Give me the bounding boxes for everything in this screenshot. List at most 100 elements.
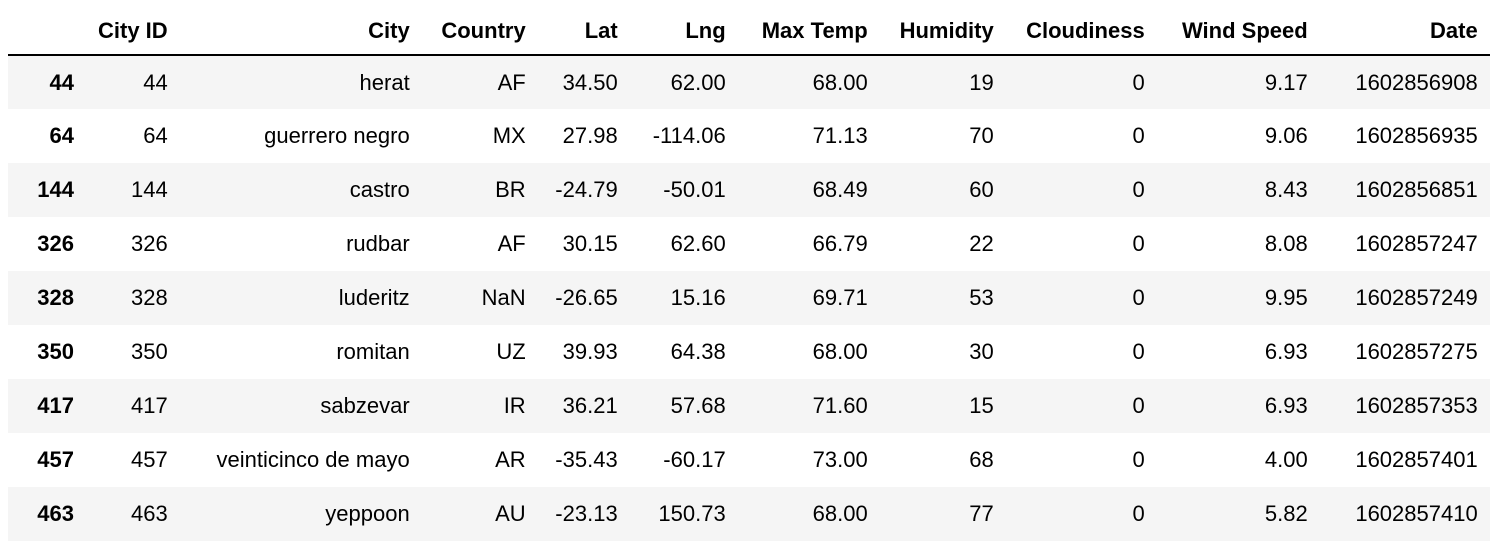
cell-wind-speed: 9.95 [1264, 285, 1308, 310]
cell-country: IR [503, 393, 526, 418]
cell-max-temp: 68.00 [812, 501, 868, 526]
cell-date: 1602856851 [1355, 177, 1478, 202]
cell-country: UZ [496, 339, 526, 364]
row-index: 350 [37, 339, 74, 364]
header-max-temp: Max Temp [737, 8, 880, 56]
header-city: City [179, 8, 422, 56]
cell-cloudiness: 0 [1132, 501, 1145, 526]
table-body: 44 44 herat AF 34.50 62.00 68.00 19 0 9.17 1602856… [8, 55, 1490, 541]
cell-humidity: 30 [969, 339, 994, 364]
cell-lng: 64.38 [670, 339, 726, 364]
cell-cloudiness: 0 [1132, 285, 1145, 310]
cell-lng: -60.17 [663, 447, 726, 472]
dataframe-table: City ID City Country Lat Lng Max Temp Hu… [8, 8, 1490, 541]
cell-max-temp: 66.79 [812, 231, 868, 256]
cell-cloudiness: 0 [1132, 393, 1145, 418]
table-header: City ID City Country Lat Lng Max Temp Hu… [8, 8, 1490, 56]
cell-country: AF [497, 231, 526, 256]
cell-lat: 27.98 [562, 123, 618, 148]
cell-date: 1602856935 [1355, 123, 1478, 148]
cell-date: 1602857247 [1355, 231, 1478, 256]
cell-cloudiness: 0 [1132, 447, 1145, 472]
cell-city-id: 44 [143, 69, 168, 95]
cell-date: 1602857401 [1355, 447, 1478, 472]
cell-city-id: 350 [130, 339, 168, 364]
cell-max-temp: 71.13 [812, 123, 868, 148]
cell-country: AU [495, 501, 526, 526]
header-cloudiness: Cloudiness [1005, 8, 1157, 56]
header-lng: Lng [629, 8, 738, 56]
table-row: 326 326 rudbar AF 30.15 62.60 66.79 22 0 8.08 1602… [8, 217, 1490, 271]
dataframe-container: City ID City Country Lat Lng Max Temp Hu… [8, 8, 1490, 541]
header-city-id: City ID [86, 8, 180, 56]
cell-city-id: 457 [130, 447, 168, 472]
cell-max-temp: 73.00 [812, 447, 868, 472]
cell-city: castro [349, 177, 410, 202]
row-index: 326 [37, 231, 74, 256]
cell-max-temp: 68.00 [812, 69, 868, 95]
cell-city: romitan [336, 339, 410, 364]
cell-wind-speed: 6.93 [1264, 393, 1308, 418]
cell-cloudiness: 0 [1132, 177, 1145, 202]
cell-wind-speed: 5.82 [1264, 501, 1308, 526]
cell-lat: -26.65 [555, 285, 618, 310]
cell-date: 1602857249 [1355, 285, 1478, 310]
cell-lng: -114.06 [652, 123, 726, 148]
cell-cloudiness: 0 [1132, 231, 1145, 256]
cell-city-id: 144 [130, 177, 168, 202]
table-row: 328 328 luderitz NaN -26.65 15.16 69.71 53 0 9.95… [8, 271, 1490, 325]
cell-lng: 62.60 [670, 231, 726, 256]
cell-city-id: 463 [130, 501, 168, 526]
cell-cloudiness: 0 [1132, 69, 1145, 95]
row-index: 457 [37, 447, 74, 472]
cell-city: luderitz [338, 285, 410, 310]
cell-city-id: 328 [130, 285, 168, 310]
cell-max-temp: 69.71 [812, 285, 868, 310]
cell-country: BR [495, 177, 526, 202]
cell-lat: -24.79 [555, 177, 618, 202]
cell-wind-speed: 9.17 [1264, 69, 1308, 95]
header-wind-speed: Wind Speed [1156, 8, 1320, 56]
cell-country: MX [492, 123, 526, 148]
cell-lat: 34.50 [562, 69, 618, 95]
header-lat: Lat [537, 8, 630, 56]
cell-lat: 39.93 [562, 339, 618, 364]
cell-country: AF [497, 69, 526, 95]
table-row: 144 144 castro BR -24.79 -50.01 68.49 60 0 8.43 16… [8, 163, 1490, 217]
table-row: 463 463 yeppoon AU -23.13 150.73 68.00 77 0 5.82 1… [8, 487, 1490, 541]
cell-country: AR [495, 447, 526, 472]
table-row: 417 417 sabzevar IR 36.21 57.68 71.60 15 0 6.93 16… [8, 379, 1490, 433]
row-index: 328 [37, 285, 74, 310]
row-index: 64 [49, 123, 74, 148]
header-index [8, 8, 86, 56]
cell-humidity: 19 [969, 69, 994, 95]
cell-city: sabzevar [320, 393, 410, 418]
table-row: 457 457 veinticinco de mayo AR -35.43 -60.17 7… [8, 433, 1490, 487]
header-humidity: Humidity [879, 8, 1006, 56]
cell-lat: 36.21 [562, 393, 618, 418]
cell-city-id: 417 [130, 393, 168, 418]
row-index: 463 [37, 501, 74, 526]
cell-country: NaN [481, 285, 526, 310]
table-row: 44 44 herat AF 34.50 62.00 68.00 19 0 9.17 1602856… [8, 55, 1490, 109]
cell-wind-speed: 9.06 [1264, 123, 1308, 148]
cell-wind-speed: 8.08 [1264, 231, 1308, 256]
row-index: 44 [49, 69, 74, 95]
cell-city-id: 64 [143, 123, 168, 148]
header-country: Country [421, 8, 538, 56]
cell-lat: -35.43 [555, 447, 618, 472]
header-row: City ID City Country Lat Lng Max Temp Hu… [8, 8, 1490, 56]
cell-lat: -23.13 [555, 501, 618, 526]
cell-lng: 150.73 [658, 501, 726, 526]
cell-lat: 30.15 [562, 231, 618, 256]
row-index: 417 [37, 393, 74, 418]
cell-lng: 62.00 [670, 69, 726, 95]
cell-city-id: 326 [130, 231, 168, 256]
cell-wind-speed: 4.00 [1264, 447, 1308, 472]
cell-wind-speed: 8.43 [1264, 177, 1308, 202]
cell-humidity: 70 [969, 123, 994, 148]
table-row: 64 64 guerrero negro MX 27.98 -114.06 71.13 70 0… [8, 109, 1490, 163]
cell-city: yeppoon [325, 501, 410, 526]
cell-cloudiness: 0 [1132, 123, 1145, 148]
cell-wind-speed: 6.93 [1264, 339, 1308, 364]
